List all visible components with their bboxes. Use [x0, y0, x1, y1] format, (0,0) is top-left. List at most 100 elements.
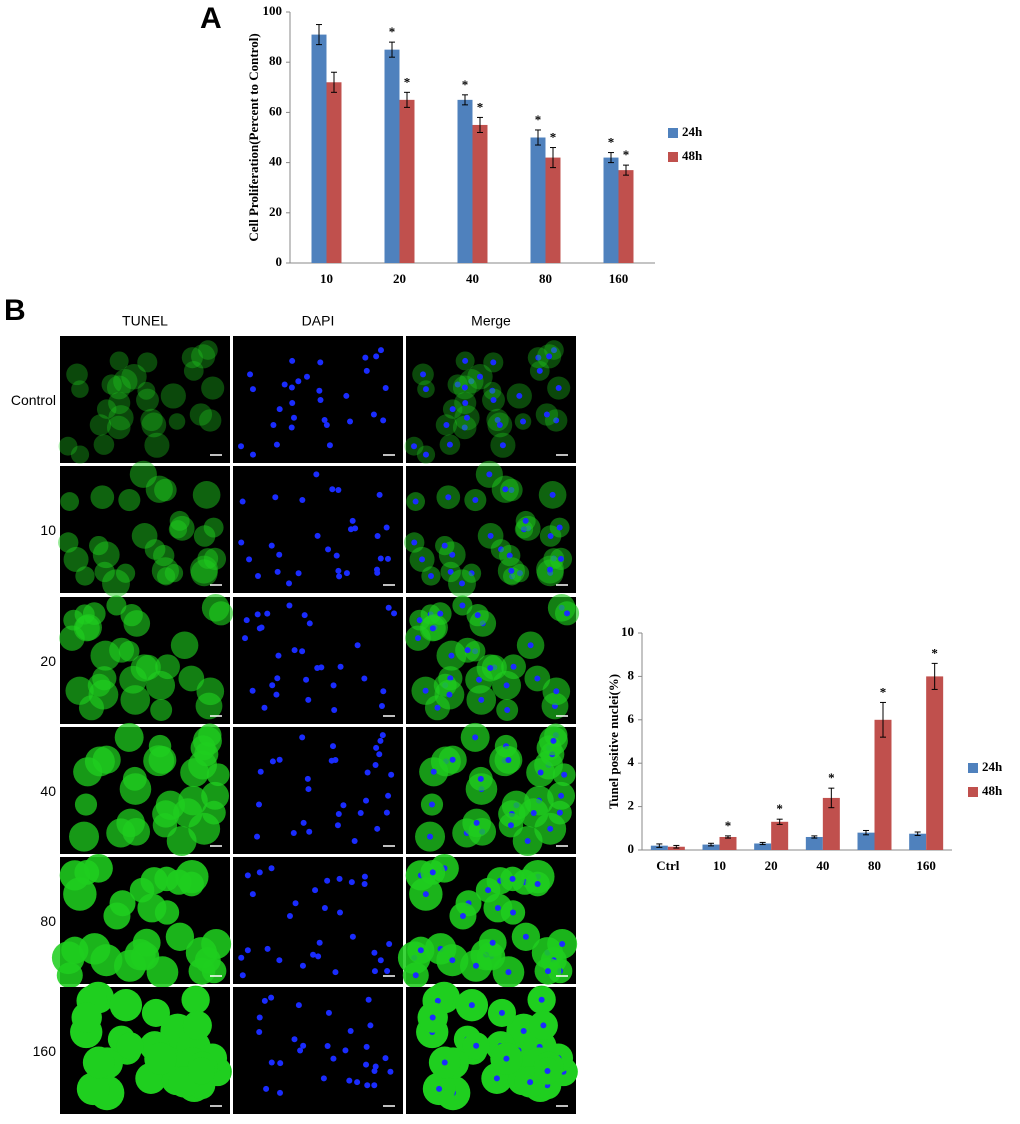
cell-body [78, 695, 105, 721]
nucleus [332, 756, 339, 763]
cell-body [178, 665, 205, 692]
nucleus [290, 414, 297, 421]
significance-mark: * [776, 801, 783, 816]
nucleus [348, 879, 355, 886]
nucleus [249, 451, 256, 458]
nucleus [325, 1009, 332, 1016]
row-label: 10 [40, 522, 56, 538]
cell-body [166, 826, 197, 856]
micrograph [405, 593, 580, 724]
nucleus [249, 687, 256, 694]
bar [472, 124, 488, 263]
image-background [233, 597, 403, 724]
bar [822, 797, 840, 850]
cell-body [71, 380, 89, 398]
nucleus [276, 756, 283, 763]
cell-body [108, 405, 134, 431]
nucleus [362, 354, 369, 361]
nucleus [520, 526, 527, 533]
nucleus [299, 648, 306, 655]
nucleus [317, 397, 324, 404]
cell-body [148, 746, 177, 774]
legend-swatch [668, 128, 678, 138]
cell-body [179, 871, 204, 897]
cell-body [106, 415, 131, 440]
nucleus [384, 967, 391, 974]
micrograph [58, 460, 230, 598]
error-bar [708, 842, 714, 847]
nucleus [550, 347, 557, 354]
nucleus [376, 491, 383, 498]
nucleus [380, 417, 387, 424]
y-tick-label: 20 [269, 204, 282, 219]
nucleus [543, 411, 550, 418]
nucleus [556, 524, 563, 531]
cell-body [193, 525, 216, 547]
nucleus [321, 904, 328, 911]
nucleus [428, 801, 435, 808]
nucleus [299, 497, 306, 504]
bar [874, 719, 892, 850]
nucleus [257, 768, 264, 775]
cell-body [94, 561, 115, 583]
cell-body [144, 432, 170, 458]
cell-body [58, 532, 79, 553]
nucleus [371, 1067, 378, 1074]
nucleus [385, 792, 392, 799]
cell-body [141, 412, 167, 438]
nucleus [449, 551, 456, 558]
nucleus [544, 1067, 551, 1074]
cell-body [208, 601, 234, 626]
cell-body [89, 414, 112, 436]
nucleus [300, 819, 307, 826]
nucleus [299, 734, 306, 741]
nucleus [331, 706, 338, 713]
nucleus [310, 951, 317, 958]
nucleus [330, 743, 337, 750]
row-label: 40 [40, 783, 56, 799]
nucleus [386, 940, 393, 947]
cell-body [63, 546, 89, 572]
micrograph [406, 722, 576, 856]
cell-body [137, 381, 156, 400]
nucleus [272, 494, 279, 501]
nucleus [556, 809, 563, 816]
y-tick-label: 2 [628, 798, 635, 813]
nucleus [382, 1055, 389, 1062]
nucleus [487, 664, 494, 671]
nucleus [304, 775, 311, 782]
nucleus [264, 610, 271, 617]
y-tick-label: 40 [269, 154, 282, 169]
nucleus [276, 406, 283, 413]
error-bar [673, 844, 680, 849]
micrograph [233, 987, 403, 1114]
nucleus [530, 809, 537, 816]
nucleus [434, 997, 441, 1004]
cell-body [145, 475, 173, 503]
nucleus [268, 994, 275, 1001]
nucleus [561, 771, 568, 778]
significance-mark: * [389, 24, 396, 39]
nucleus [268, 1059, 275, 1066]
bar [702, 844, 720, 850]
cell-body [66, 363, 88, 386]
panel-label: B [4, 294, 26, 327]
significance-mark: * [608, 135, 615, 150]
bar [545, 157, 561, 263]
nucleus [436, 1085, 443, 1092]
nucleus [254, 611, 261, 618]
micrograph [59, 593, 234, 724]
nucleus [463, 414, 470, 421]
nucleus [447, 675, 454, 682]
error-bar [462, 94, 468, 106]
nucleus [474, 612, 481, 619]
cell-body [106, 595, 127, 616]
micrograph [233, 597, 403, 724]
nucleus [494, 416, 501, 423]
cell-body [90, 485, 115, 510]
y-tick-label: 6 [628, 711, 635, 726]
nucleus [489, 939, 496, 946]
nucleus [276, 551, 283, 558]
nucleus [277, 1060, 284, 1067]
nucleus [472, 497, 479, 504]
